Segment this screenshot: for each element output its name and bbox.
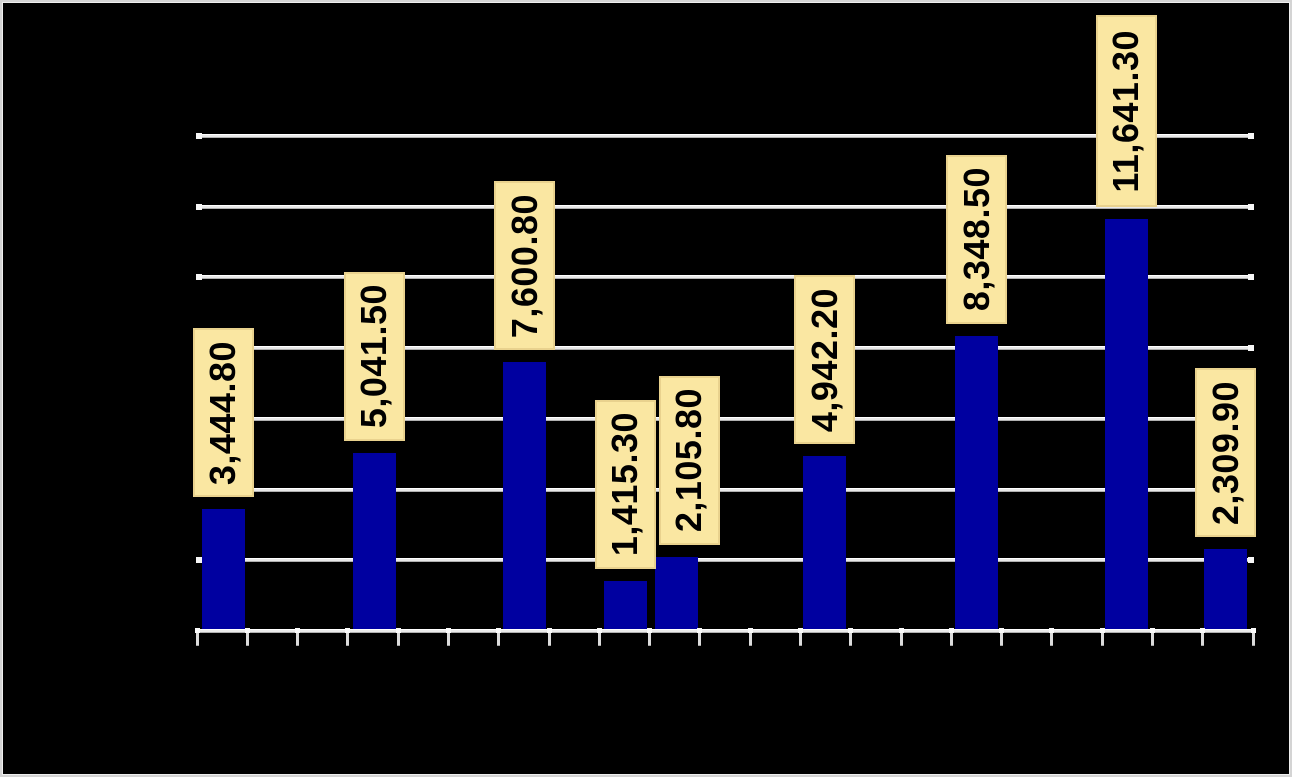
data-label: 3,444.80 <box>192 328 254 498</box>
x-axis-tick <box>395 628 401 646</box>
data-label: 2,309.90 <box>1195 368 1256 538</box>
x-axis-tick <box>697 628 703 646</box>
data-label: 5,041.50 <box>343 271 405 441</box>
bar <box>654 556 698 631</box>
x-axis-tick <box>948 628 954 646</box>
data-label: 8,348.50 <box>946 154 1007 324</box>
x-axis-tick <box>747 628 753 646</box>
bar <box>1104 219 1148 631</box>
data-label: 2,105.80 <box>658 375 720 545</box>
data-label-text: 8,348.50 <box>955 167 997 312</box>
bar <box>803 456 846 631</box>
x-axis-line <box>197 629 1253 633</box>
data-label: 4,942.20 <box>794 275 855 445</box>
gridline <box>196 274 1254 281</box>
x-axis-tick <box>295 628 301 646</box>
x-axis-tick <box>1149 628 1155 646</box>
bar <box>503 362 546 631</box>
gridline <box>196 203 1254 210</box>
x-axis-tick <box>445 628 451 646</box>
x-axis-tick <box>797 628 803 646</box>
x-axis-tick <box>345 628 351 646</box>
data-label-text: 5,041.50 <box>353 284 394 429</box>
data-label-text: 11,641.30 <box>1105 30 1146 193</box>
bar <box>603 580 647 631</box>
data-label-text: 3,444.80 <box>202 340 243 485</box>
data-label-text: 2,309.90 <box>1204 380 1246 525</box>
x-axis-tick <box>999 628 1005 646</box>
x-axis-tick <box>244 628 250 646</box>
x-axis-tick <box>546 628 552 646</box>
x-axis-tick <box>898 628 904 646</box>
data-label-text: 7,600.80 <box>503 193 545 338</box>
data-label: 11,641.30 <box>1095 15 1157 208</box>
data-label-text: 2,105.80 <box>668 387 709 533</box>
x-axis-tick <box>1099 628 1105 646</box>
x-axis-tick <box>596 628 602 646</box>
x-axis-tick <box>1250 628 1256 646</box>
gridline <box>196 557 1254 564</box>
data-label-text: 4,942.20 <box>803 287 845 432</box>
data-label-text: 1,415.30 <box>604 412 645 557</box>
bar <box>955 335 998 631</box>
x-axis-tick <box>647 628 653 646</box>
x-axis-tick <box>194 628 200 646</box>
x-axis-tick <box>1049 628 1055 646</box>
bar <box>201 509 245 631</box>
data-label: 1,415.30 <box>594 399 656 569</box>
gridline <box>196 133 1254 139</box>
bar <box>1204 549 1247 631</box>
bar <box>352 452 396 631</box>
x-axis-tick <box>848 628 854 646</box>
x-axis-tick <box>1200 628 1206 646</box>
data-label: 7,600.80 <box>494 181 555 351</box>
x-axis-tick <box>496 628 502 646</box>
